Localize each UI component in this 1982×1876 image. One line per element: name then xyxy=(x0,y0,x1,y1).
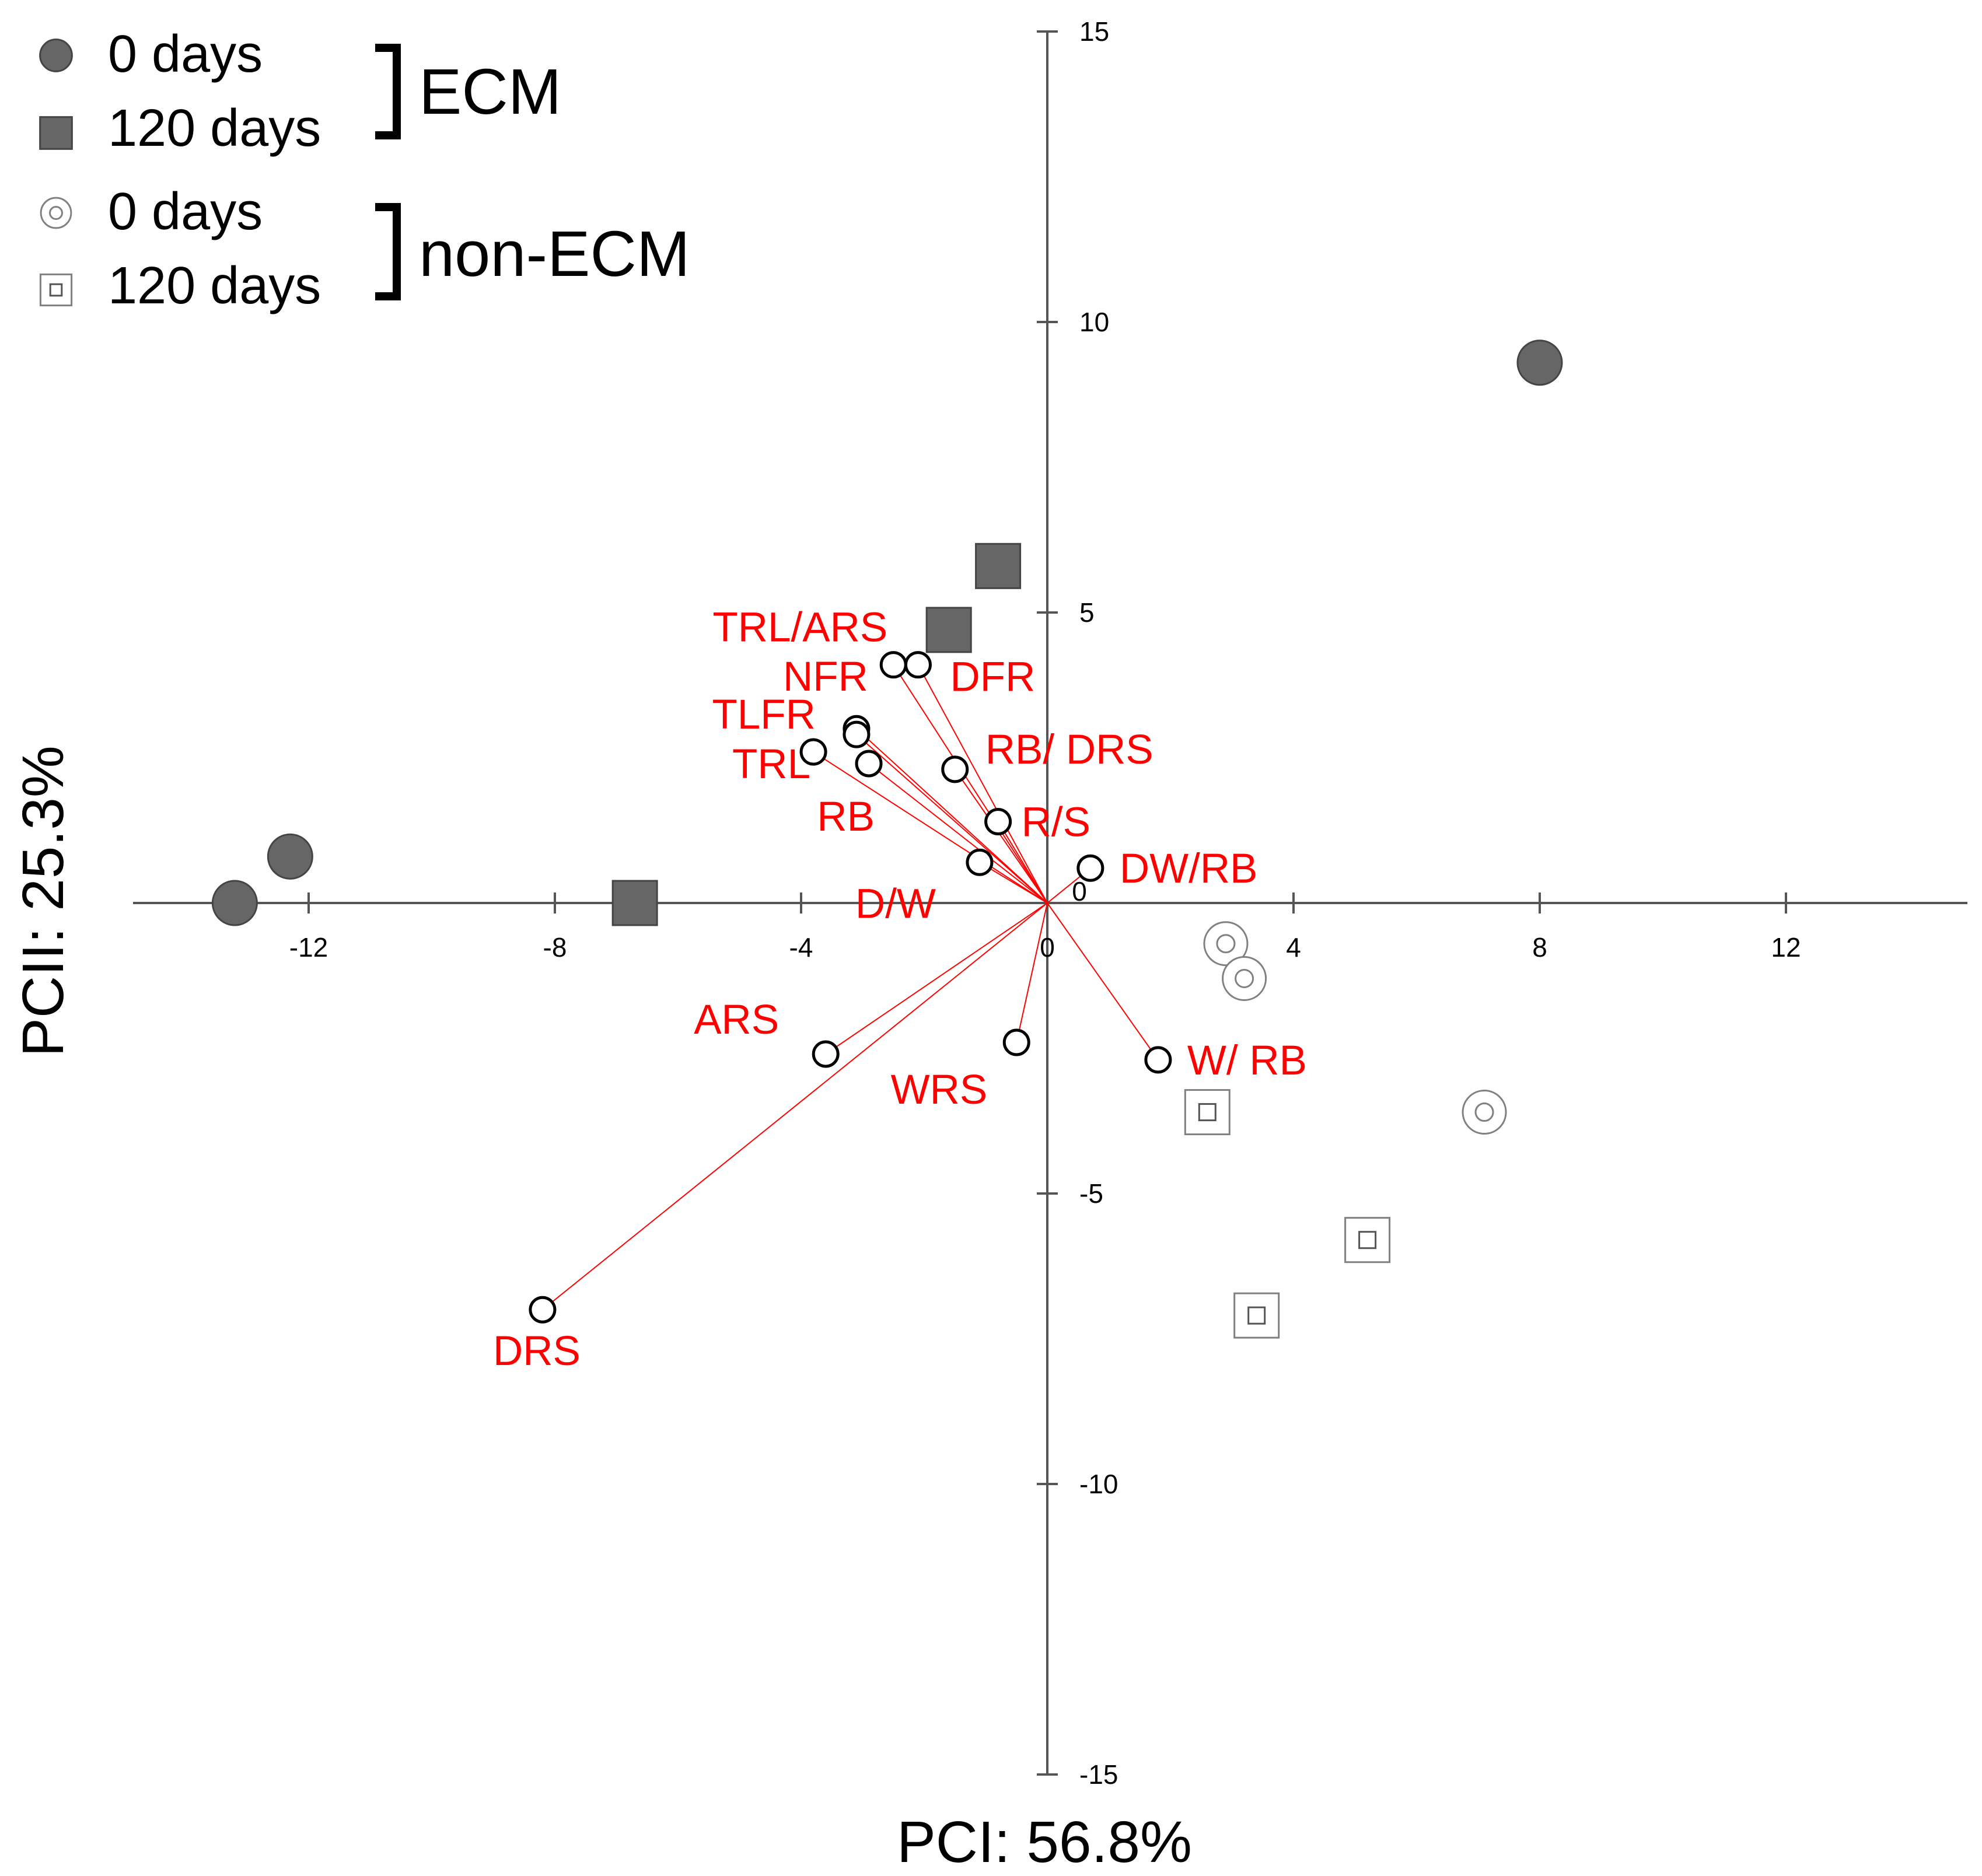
y-tick-label: -10 xyxy=(1079,1469,1118,1499)
legend: 0 days 120 days 0 days 120 days ECM non-… xyxy=(39,25,690,315)
legend-label-ecm-0-days: 0 days xyxy=(108,25,263,83)
y-tick-label: -15 xyxy=(1079,1759,1118,1790)
x-tick-label: 4 xyxy=(1286,932,1301,963)
loading-point xyxy=(1144,1046,1172,1074)
legend-marker xyxy=(39,38,73,72)
loading-vector xyxy=(954,769,1048,904)
sample-point xyxy=(1184,1089,1231,1136)
loading-label: TRL/ARS xyxy=(712,605,887,651)
y-axis-title: PCII: 25.3% xyxy=(11,746,76,1057)
loading-label: R/S xyxy=(1022,800,1090,846)
loading-label: W/ RB xyxy=(1187,1038,1307,1084)
loading-vector xyxy=(1047,902,1159,1060)
loading-point xyxy=(1076,854,1104,882)
loading-label: D/W xyxy=(855,881,936,927)
loading-point xyxy=(966,848,994,876)
x-tick-label: 12 xyxy=(1771,932,1801,963)
loading-point xyxy=(1002,1028,1030,1056)
legend-marker-inner xyxy=(49,283,63,297)
x-tick-label: -4 xyxy=(789,932,813,963)
sample-point xyxy=(925,607,972,653)
loading-point xyxy=(879,651,907,679)
y-tick-label: -5 xyxy=(1079,1178,1103,1209)
legend-marker xyxy=(40,197,72,229)
loading-vector xyxy=(868,763,1048,904)
loading-vector xyxy=(856,734,1048,904)
loading-vector xyxy=(856,728,1048,904)
legend-markers xyxy=(39,38,73,307)
legend-marker xyxy=(39,273,73,307)
y-tick-label: 5 xyxy=(1079,597,1095,628)
x-ticks: -12 -8 -4 0 4 8 12 xyxy=(289,892,1801,963)
legend-group-nonecm: non-ECM xyxy=(419,218,690,290)
x-tick-label: -12 xyxy=(289,932,328,963)
sample-point xyxy=(1203,921,1249,967)
loading-point xyxy=(799,738,827,766)
samples xyxy=(211,340,1563,1339)
sample-point-inner xyxy=(1358,1231,1377,1250)
loading-label: ARS xyxy=(694,997,779,1043)
sample-point xyxy=(1233,1292,1280,1339)
x-tick-label: 8 xyxy=(1532,932,1547,963)
sample-point-inner xyxy=(1216,934,1236,954)
loading-vector xyxy=(893,664,1048,904)
legend-marker xyxy=(39,116,73,150)
loading-label: DW/RB xyxy=(1120,846,1258,892)
x-tick-label: -8 xyxy=(543,932,567,963)
sample-point xyxy=(1462,1090,1507,1135)
loading-point xyxy=(984,808,1012,836)
sample-point xyxy=(211,880,258,926)
legend-label-ecm-120-days: 120 days xyxy=(108,99,321,158)
sample-point-inner xyxy=(1235,968,1254,988)
sample-point xyxy=(611,880,658,926)
loading-label: TRL xyxy=(732,741,810,788)
x-axis-title: PCI: 56.8% xyxy=(897,1810,1192,1875)
legend-bracket-nonecm xyxy=(375,203,401,300)
sample-point-inner xyxy=(1474,1102,1494,1122)
sample-point xyxy=(1222,956,1267,1001)
legend-label-nonecm-120-days: 120 days xyxy=(108,257,321,315)
legend-group-ecm: ECM xyxy=(419,56,561,128)
sample-point xyxy=(1344,1217,1391,1264)
loading-point xyxy=(812,1040,840,1068)
y-tick-label: 10 xyxy=(1079,307,1109,337)
loading-vector xyxy=(825,902,1048,1055)
loading-point xyxy=(843,720,871,748)
sample-point-inner xyxy=(1247,1306,1266,1325)
loading-label: WRS xyxy=(891,1067,988,1113)
loading-label: RB xyxy=(817,794,875,840)
loading-point xyxy=(855,750,883,778)
loading-vector xyxy=(917,664,1048,904)
loading-vector xyxy=(997,821,1048,904)
loading-point xyxy=(904,651,932,679)
loading-vector xyxy=(542,902,1048,1310)
legend-marker-inner xyxy=(49,206,63,220)
x-tick-label: 0 xyxy=(1040,932,1055,963)
loading-label: DRS xyxy=(493,1328,581,1374)
loading-point xyxy=(529,1296,557,1324)
loading-point xyxy=(941,755,969,783)
sample-point xyxy=(975,542,1022,589)
sample-point xyxy=(1516,340,1563,386)
loading-label: DFR xyxy=(950,654,1035,701)
y-tick-label: 15 xyxy=(1079,16,1109,47)
legend-bracket-ecm xyxy=(375,44,401,139)
loading-label: TLFR xyxy=(712,692,816,738)
loading-vector xyxy=(1016,902,1048,1043)
loading-label: RB/ DRS xyxy=(985,727,1153,773)
sample-point-inner xyxy=(1198,1103,1217,1122)
legend-label-nonecm-0-days: 0 days xyxy=(108,183,263,241)
loading-vector xyxy=(813,751,1048,904)
sample-point xyxy=(267,833,313,880)
y-ticks: 15 10 5 -5 -10 -15 xyxy=(1037,16,1118,1790)
loading-label: NFR xyxy=(783,654,868,700)
